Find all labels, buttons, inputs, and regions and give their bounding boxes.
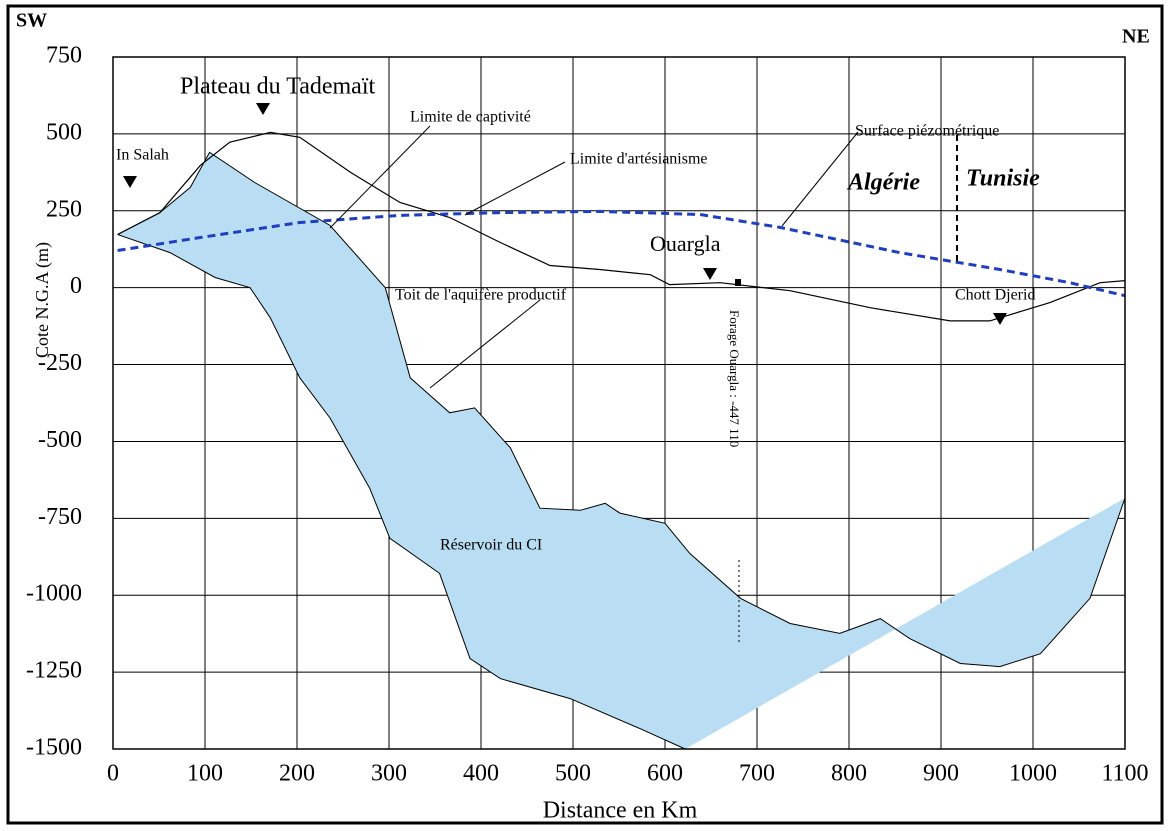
y-tick-label: -250 xyxy=(38,350,82,376)
x-tick-label: 0 xyxy=(107,761,119,787)
marker xyxy=(256,103,270,115)
toit-label: Toit de l'aquifère productif xyxy=(395,287,567,304)
aquifer-fill xyxy=(117,152,1126,750)
x-tick-label: 800 xyxy=(831,761,867,787)
x-tick-label: 400 xyxy=(463,761,499,787)
profile-line xyxy=(117,209,1126,298)
ne-label: NE xyxy=(1122,26,1150,48)
x-tick-label: 200 xyxy=(279,761,315,787)
plot-frame xyxy=(112,56,1126,750)
piezo-label: Surface piézométrique xyxy=(855,123,999,140)
y-tick-label: -1250 xyxy=(26,658,82,684)
x-tick-label: 300 xyxy=(371,761,407,787)
chott-label: Chott Djerid xyxy=(955,287,1035,304)
forage-label: Forage Ouargla : -447 110 xyxy=(727,310,742,447)
artesianisme-label: Limite d'artésianisme xyxy=(570,151,708,168)
x-tick-label: 100 xyxy=(187,761,223,787)
arrow xyxy=(464,161,566,216)
arrow xyxy=(329,125,431,229)
x-tick-label: 1100 xyxy=(1101,761,1148,787)
algerie-label: Algérie xyxy=(846,170,920,196)
annotations: SW NE Plateau du Tademaït In Salah Limit… xyxy=(16,10,1150,824)
marker xyxy=(993,313,1007,325)
x-tick-label: 600 xyxy=(647,761,683,787)
x-tick-label: 900 xyxy=(923,761,959,787)
marker xyxy=(703,268,717,280)
profile-line xyxy=(117,131,1126,322)
sw-label: SW xyxy=(16,10,47,32)
reservoir-label: Réservoir du CI xyxy=(440,537,542,554)
y-tick-label: -1000 xyxy=(26,581,82,607)
x-tick-label: 700 xyxy=(739,761,775,787)
plateau-label: Plateau du Tademaït xyxy=(180,74,375,100)
y-tick-label: -750 xyxy=(38,504,82,530)
y-tick-label: -500 xyxy=(38,427,82,453)
y-tick-label: 750 xyxy=(46,43,82,69)
in-salah-label: In Salah xyxy=(116,147,169,164)
y-tick-label: 0 xyxy=(70,273,82,299)
y-tick-label: 250 xyxy=(46,196,82,222)
tunisie-label: Tunisie xyxy=(966,166,1040,192)
x-tick-label: 500 xyxy=(555,761,591,787)
aquifer-bottom xyxy=(117,234,686,750)
y-axis-label: Cote N.G.A (m) xyxy=(32,242,53,358)
ouargla-label: Ouargla xyxy=(650,231,721,256)
forage-marker xyxy=(735,279,741,286)
plot-area xyxy=(112,56,1126,750)
outer-frame xyxy=(6,4,1164,825)
y-tick-label: 500 xyxy=(46,119,82,145)
captivite-label: Limite de captivité xyxy=(410,109,531,126)
x-tick-label: 1000 xyxy=(1009,761,1057,787)
y-tick-label: -1500 xyxy=(26,735,82,761)
aquifer-top xyxy=(117,151,1126,668)
x-axis-label: Distance en Km xyxy=(543,798,698,824)
arrow xyxy=(781,131,859,227)
arrow xyxy=(429,299,541,389)
marker xyxy=(123,176,137,188)
